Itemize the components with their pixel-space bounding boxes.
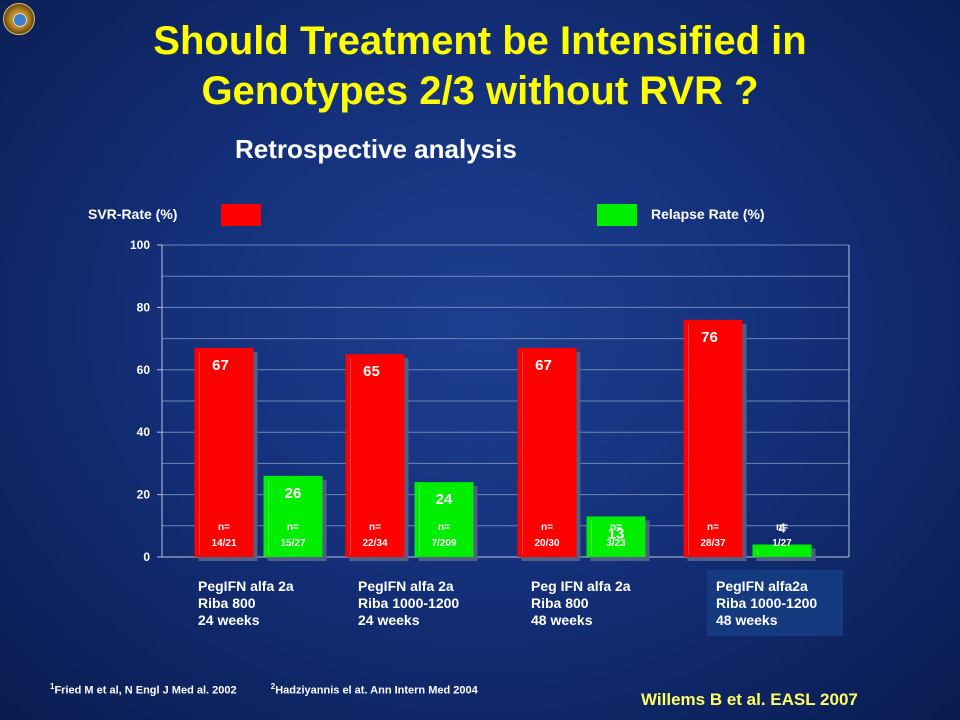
y-tick-label: 0 [143,550,150,564]
legend-svr-label: SVR-Rate (%) [88,206,178,222]
condition-label-3: Peg IFN alfa 2a Riba 800 48 weeks [531,578,631,629]
bar [752,544,812,557]
condition-label-1: PegIFN alfa 2a Riba 800 24 weeks [198,578,294,629]
title-line-2: Genotypes 2/3 without RVR ? [201,69,759,113]
condition-1-drug: PegIFN alfa 2a [198,578,294,594]
bar-n-value: 7/209 [431,538,456,549]
university-logo [3,3,35,35]
condition-4-duration: 48 weeks [716,612,778,628]
highlighted-condition-box [707,570,843,636]
bar-n-value: 3/23 [606,538,626,549]
bar-value-label: 65 [363,363,380,380]
bar-n-prefix: n= [287,522,299,533]
bar [194,347,254,557]
bar-value-label: 67 [212,357,229,374]
y-tick-label: 80 [137,300,151,314]
bar-n-value: 28/37 [700,538,725,549]
condition-2-riba: Riba 1000-1200 [358,595,460,611]
legend-svr-swatch [221,204,261,226]
condition-2-duration: 24 weeks [358,612,420,628]
bar-n-prefix: n= [707,522,719,533]
condition-3-riba: Riba 800 [531,595,589,611]
condition-4-riba: Riba 1000-1200 [716,595,818,611]
condition-3-drug: Peg IFN alfa 2a [531,578,631,594]
bar-value-label: 26 [285,485,302,502]
references: 1Fried M et al, N Engl J Med al. 2002 2H… [50,682,478,697]
condition-2-drug: PegIFN alfa 2a [358,578,454,594]
y-tick-label: 20 [137,488,151,502]
attribution: Willems B et al. EASL 2007 [641,690,858,709]
bar-value-label: 24 [436,491,453,508]
bar-n-prefix: n= [776,522,788,533]
y-tick-label: 100 [130,238,150,252]
bar-value-label: 13 [608,525,625,542]
condition-1-duration: 24 weeks [198,612,260,628]
legend-relapse-label: Relapse Rate (%) [651,206,765,222]
bar-n-prefix: n= [610,522,622,533]
bar-n-prefix: n= [541,522,553,533]
bar [586,516,646,557]
title-line-1: Should Treatment be Intensified in [153,19,807,63]
ref1-superscript: 1 [50,682,55,691]
y-tick-label: 60 [137,363,151,377]
ref2-superscript: 2 [270,682,276,691]
condition-3-duration: 48 weeks [531,612,593,628]
bar [345,354,405,557]
bar-n-prefix: n= [218,522,230,533]
subtitle: Retrospective analysis [235,134,517,164]
bar-n-value: 1/27 [772,538,792,549]
bar-n-value: 22/34 [362,538,387,549]
condition-1-riba: Riba 800 [198,595,256,611]
page-title: Should Treatment be Intensified in Genot… [0,16,960,116]
bar-value-label: 4 [778,521,786,536]
bar-n-value: 15/27 [280,538,305,549]
bar-n-value: 14/21 [211,538,236,549]
bar-n-value: 20/30 [534,538,559,549]
y-tick-label: 40 [137,425,151,439]
condition-4-drug: PegIFN alfa2a [716,578,808,594]
bar [263,475,323,557]
condition-label-2: PegIFN alfa 2a Riba 1000-1200 24 weeks [358,578,459,629]
condition-label-4: PegIFN alfa2a Riba 1000-1200 48 weeks [716,578,817,629]
bar-n-prefix: n= [369,522,381,533]
bar-value-label: 76 [701,329,718,346]
bar-n-prefix: n= [438,522,450,533]
ref1-text: Fried M et al, N Engl J Med al. 2002 [54,684,237,697]
bar [683,319,743,557]
legend-relapse-swatch [597,204,637,226]
bar-value-label: 67 [535,357,552,374]
bar [517,347,577,557]
bar [414,482,474,557]
ref2-text: Hadziyannis el at. Ann Intern Med 2004 [275,684,478,697]
